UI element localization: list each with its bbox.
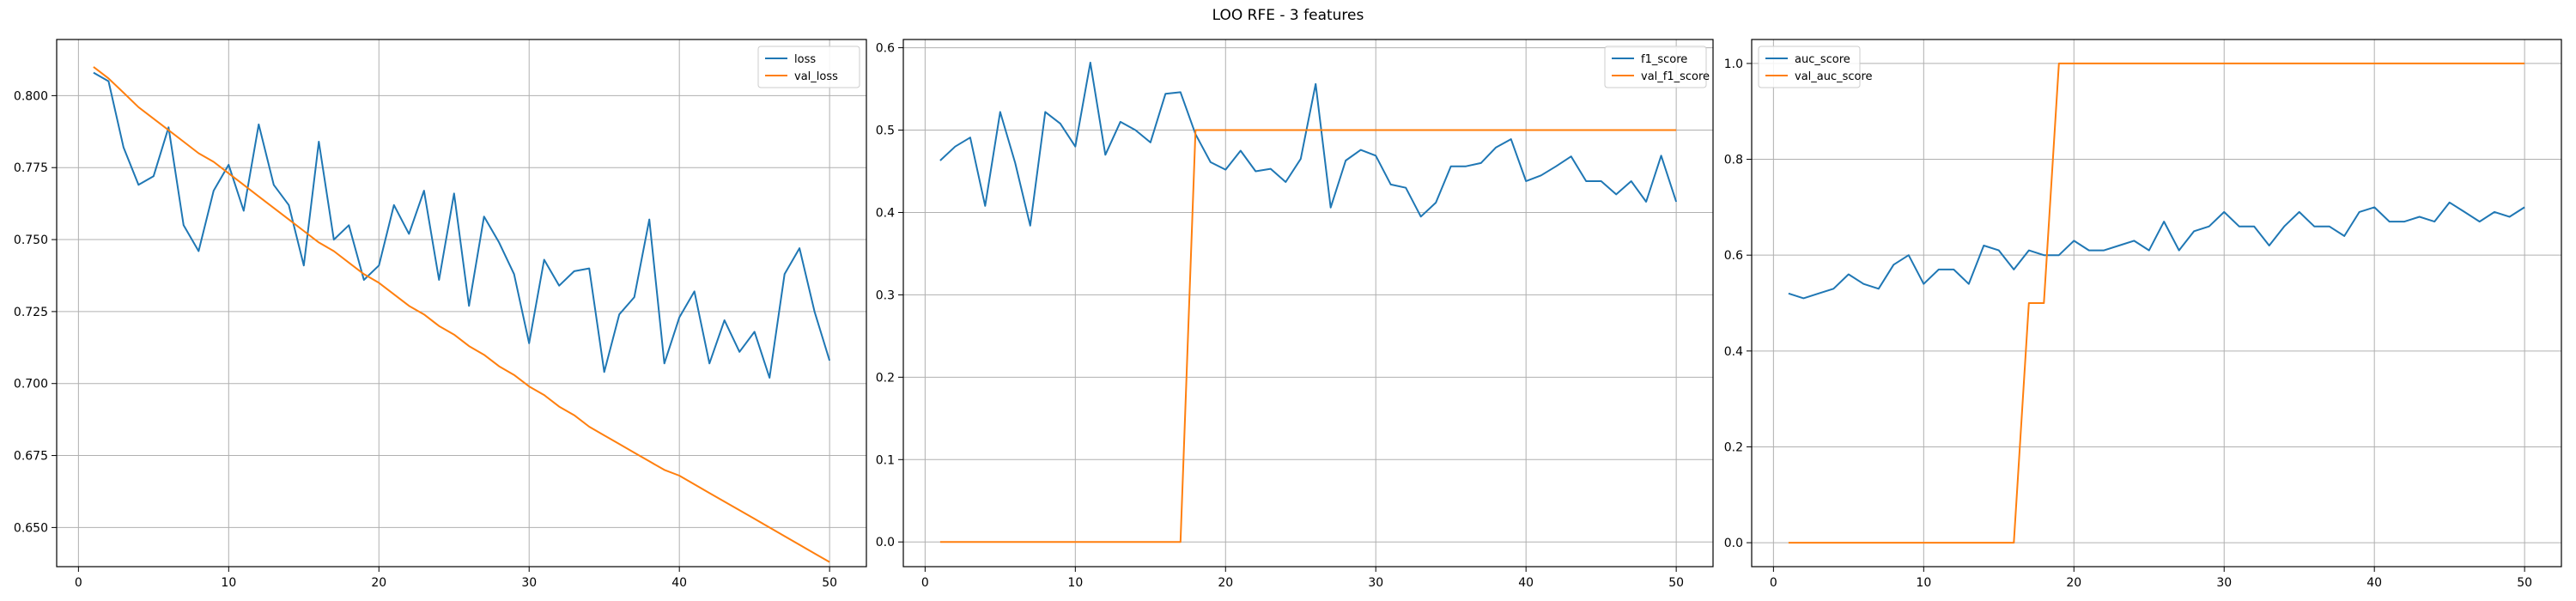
series-line-val-loss xyxy=(93,66,830,563)
legend: f1_score val_f1_score xyxy=(1604,46,1710,88)
x-tick-label: 30 xyxy=(521,576,537,590)
legend-label: val_auc_score xyxy=(1795,70,1873,83)
x-tick-label: 30 xyxy=(2216,576,2232,590)
axes-frame xyxy=(1751,39,2562,568)
y-tick-label: 0.775 xyxy=(14,161,48,175)
x-tick-label: 50 xyxy=(822,576,837,590)
legend-box xyxy=(1604,46,1707,88)
y-tick-label: 0.750 xyxy=(14,234,48,247)
series-line-loss xyxy=(93,71,831,379)
y-tick-label: 0.700 xyxy=(14,378,48,392)
legend-label: auc_score xyxy=(1795,53,1850,66)
x-tick-label: 20 xyxy=(371,576,386,590)
legend-label: f1_score xyxy=(1641,53,1687,66)
legend-label: val_f1_score xyxy=(1641,70,1710,83)
y-tick-label: 0.675 xyxy=(14,450,48,464)
series-line-auc-score xyxy=(1788,201,2525,300)
axes-frame xyxy=(56,39,867,568)
x-tick-label: 0 xyxy=(921,576,929,590)
y-tick-label: 0.0 xyxy=(1724,537,1743,550)
y-tick-label: 0.4 xyxy=(876,206,895,220)
x-tick-label: 0 xyxy=(75,576,82,590)
chart-panel-2: 0 10 20 30 40 50 0.0 0.1 0.2 0.3 0.4 0.5 0.6 f1_score… xyxy=(876,39,1714,590)
y-tick-label: 0.8 xyxy=(1724,154,1743,167)
x-tick-label: 40 xyxy=(671,576,687,590)
y-tick-label: 0.725 xyxy=(14,306,48,319)
chart-panel-1: 0 10 20 30 40 50 0.650 0.675 0.700 0.725 0.750 0.77… xyxy=(14,39,867,590)
axes-frame xyxy=(902,39,1714,568)
x-tick-label: 40 xyxy=(1518,576,1534,590)
x-tick-label: 10 xyxy=(221,576,236,590)
y-tick-label: 0.800 xyxy=(14,89,48,103)
y-tick-label: 0.2 xyxy=(876,371,895,385)
y-tick-label: 0.6 xyxy=(1724,249,1743,263)
x-tick-label: 20 xyxy=(1218,576,1233,590)
x-tick-label: 30 xyxy=(1368,576,1383,590)
x-tick-label: 40 xyxy=(2366,576,2382,590)
y-tick-label: 0.1 xyxy=(876,453,895,467)
series-line-f1-score xyxy=(939,61,1678,227)
x-tick-label: 20 xyxy=(2066,576,2081,590)
y-tick-label: 1.0 xyxy=(1724,58,1743,71)
legend-box xyxy=(757,46,860,88)
y-tick-label: 0.6 xyxy=(876,42,895,56)
legend: loss val_loss xyxy=(757,46,860,88)
y-tick-label: 0.5 xyxy=(876,124,895,138)
legend-label: val_loss xyxy=(794,70,838,83)
legend: auc_score val_auc_score xyxy=(1758,46,1873,88)
y-tick-label: 0.0 xyxy=(876,536,895,549)
legend-label: loss xyxy=(794,53,816,66)
legend-box xyxy=(1758,46,1861,88)
x-tick-label: 0 xyxy=(1770,576,1777,590)
x-tick-label: 10 xyxy=(1067,576,1083,590)
y-tick-label: 0.2 xyxy=(1724,440,1743,454)
figure-title: LOO RFE - 3 features xyxy=(1212,7,1364,24)
x-tick-label: 10 xyxy=(1916,576,1931,590)
x-tick-label: 50 xyxy=(1668,576,1684,590)
y-tick-label: 0.4 xyxy=(1724,345,1743,359)
y-tick-label: 0.3 xyxy=(876,288,895,302)
x-tick-label: 50 xyxy=(2517,576,2532,590)
series-line-val-auc-score xyxy=(1788,62,2525,544)
series-line-val-f1-score xyxy=(939,129,1677,543)
chart-panel-3: 0 10 20 30 40 50 0.0 0.2 0.4 0.6 0.8 1.0 auc_scoreva… xyxy=(1724,39,2562,590)
y-tick-label: 0.650 xyxy=(14,521,48,535)
